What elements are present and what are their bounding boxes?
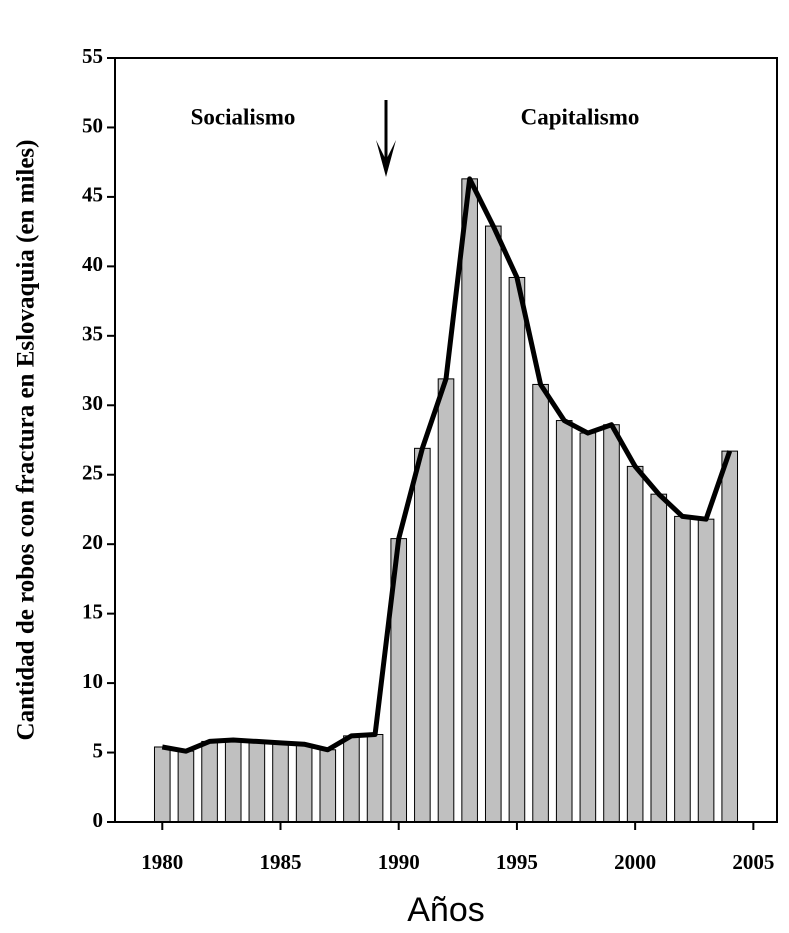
x-tick-label: 1995 <box>496 850 538 874</box>
bar <box>579 432 597 823</box>
bar <box>343 735 360 823</box>
bar <box>177 750 195 823</box>
bar <box>603 424 620 823</box>
y-tick-label: 35 <box>82 322 103 346</box>
bar <box>484 225 502 823</box>
y-tick-label: 0 <box>93 808 104 832</box>
y-tick-label: 30 <box>82 391 103 415</box>
bar <box>248 740 266 823</box>
bar <box>414 447 431 823</box>
y-tick-label: 40 <box>82 252 103 276</box>
y-tick-label: 20 <box>82 530 103 554</box>
x-tick-label: 2000 <box>614 850 656 874</box>
bar <box>201 740 218 823</box>
bar <box>153 746 171 823</box>
x-tick-label: 2005 <box>732 850 774 874</box>
plot-frame <box>114 57 778 823</box>
bar <box>366 733 384 823</box>
bar <box>437 378 455 823</box>
x-axis-label: Años <box>407 891 485 929</box>
line <box>161 176 733 754</box>
y-tick-label: 45 <box>82 183 103 207</box>
y-tick-label: 25 <box>82 461 103 485</box>
y-axis-label: Cantidad de robos con fractura en Eslova… <box>13 140 40 741</box>
x-tick-label: 1980 <box>141 850 183 874</box>
arrow <box>376 100 396 177</box>
y-tick-label: 10 <box>82 669 103 693</box>
bar <box>319 749 337 823</box>
bar <box>697 518 715 823</box>
bar <box>461 178 478 823</box>
bar <box>555 420 573 823</box>
x-tick-label: 1985 <box>260 850 302 874</box>
annotation: Capitalismo <box>521 104 640 129</box>
bar <box>272 742 289 823</box>
bar <box>650 493 668 823</box>
bar <box>532 383 549 823</box>
y-tick-label: 50 <box>82 113 103 137</box>
annotation: Socialismo <box>191 104 296 129</box>
x-tick-label: 1990 <box>378 850 420 874</box>
bar <box>508 276 526 823</box>
bar <box>224 739 242 823</box>
bar <box>626 465 644 823</box>
y-tick-label: 55 <box>82 44 103 68</box>
bar <box>295 743 313 823</box>
y-tick-label: 5 <box>93 738 104 762</box>
bar <box>674 515 691 823</box>
y-tick-label: 15 <box>82 599 103 623</box>
bar <box>721 450 739 823</box>
